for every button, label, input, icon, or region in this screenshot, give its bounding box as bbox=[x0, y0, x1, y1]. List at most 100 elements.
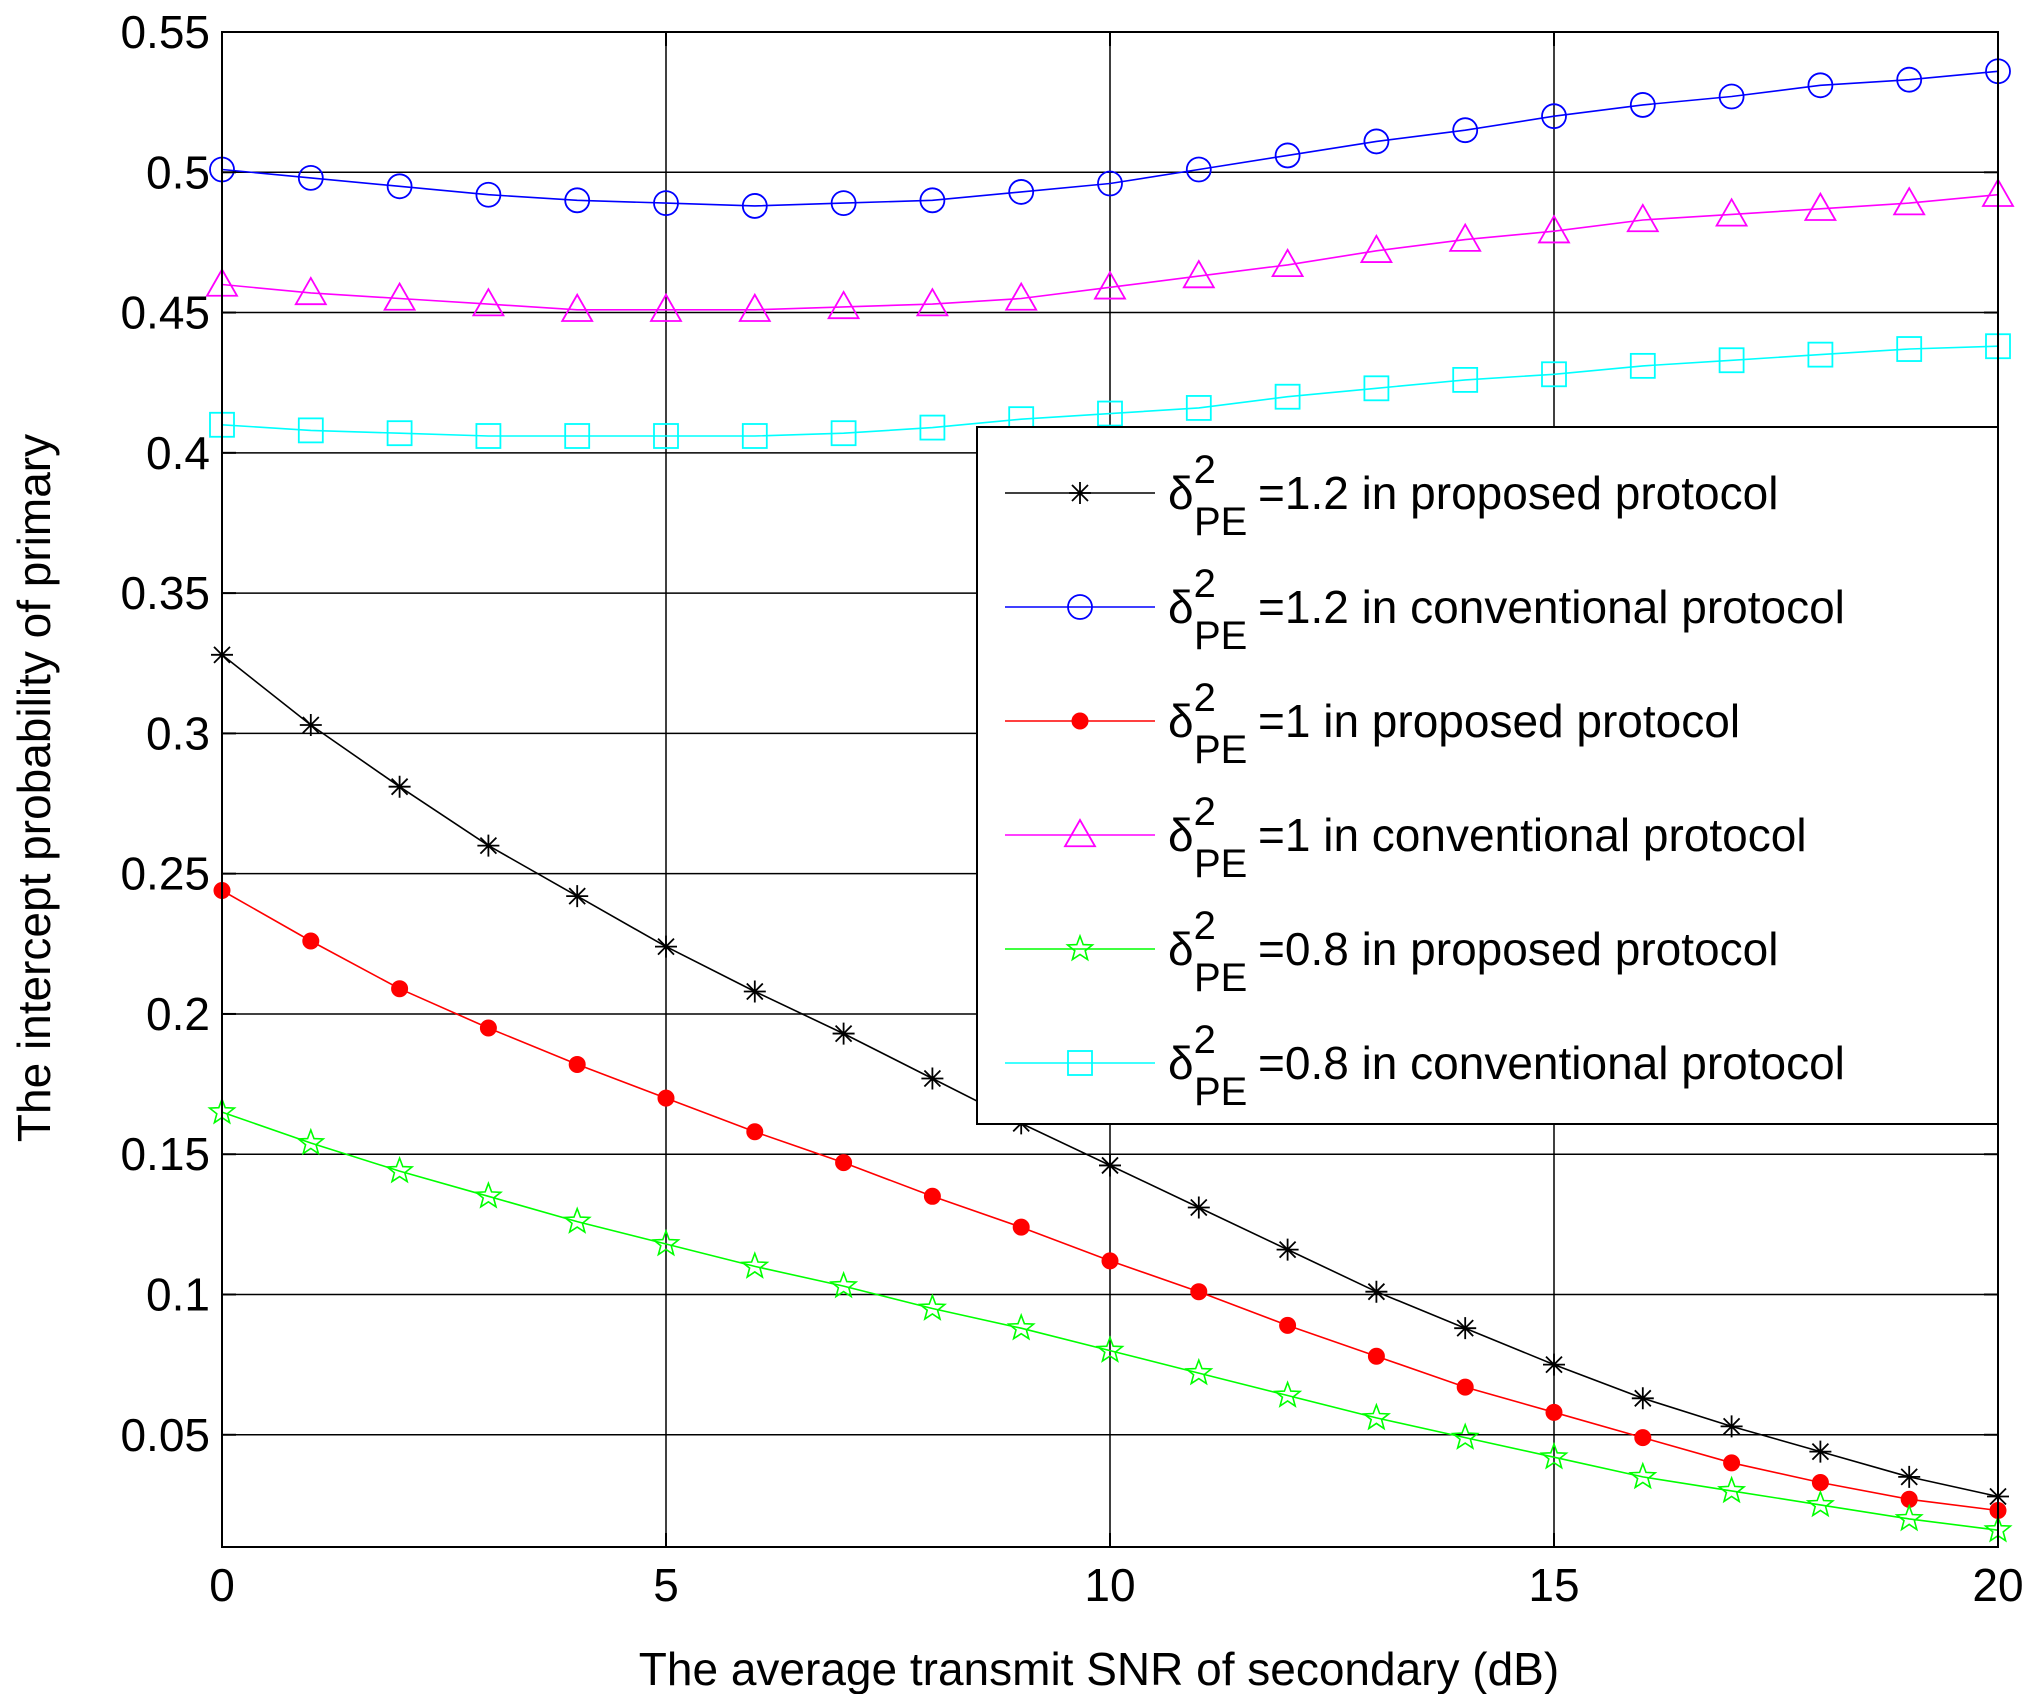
circle-marker bbox=[919, 187, 946, 214]
pentagram-marker bbox=[1065, 933, 1095, 962]
circle-marker bbox=[653, 190, 679, 217]
legend-item: δ2 PE=1.2 in conventional protocol bbox=[1005, 562, 1845, 658]
square-marker bbox=[1629, 352, 1656, 379]
legend-label: δ2 PE=0.8 in conventional protocol bbox=[1168, 1018, 1845, 1114]
circle-marker bbox=[1718, 83, 1745, 110]
y-tick-label: 0.45 bbox=[120, 287, 210, 339]
dot-marker bbox=[1634, 1429, 1652, 1447]
pentagram-marker bbox=[296, 1127, 326, 1156]
legend-sub: PE bbox=[1194, 842, 1247, 886]
star-marker bbox=[1365, 1280, 1388, 1303]
y-tick-label: 0.05 bbox=[120, 1409, 210, 1461]
star-marker bbox=[1809, 1440, 1832, 1463]
legend-symbol: δ bbox=[1168, 923, 1194, 975]
circle-marker bbox=[1274, 142, 1301, 169]
triangle-marker bbox=[1271, 248, 1305, 278]
legend-sup: 2 bbox=[1194, 562, 1216, 606]
star-marker bbox=[1099, 1154, 1121, 1177]
y-tick-label: 0.1 bbox=[146, 1269, 210, 1321]
triangle-marker bbox=[1803, 191, 1837, 221]
star-marker bbox=[1631, 1387, 1654, 1410]
circle-marker bbox=[1541, 103, 1567, 130]
pentagram-marker bbox=[917, 1293, 947, 1321]
legend-text: =1 in conventional protocol bbox=[1258, 809, 1807, 861]
series-5 bbox=[207, 1096, 2013, 1543]
star-marker bbox=[1069, 482, 1091, 504]
triangle-marker bbox=[1182, 259, 1216, 289]
square-marker bbox=[1185, 395, 1212, 421]
legend-label: δ2 PE=1.2 in conventional protocol bbox=[1168, 562, 1845, 658]
square-marker bbox=[653, 423, 679, 449]
circle-marker bbox=[1452, 117, 1479, 144]
x-tick-label: 0 bbox=[209, 1559, 235, 1611]
y-tick-label: 0.3 bbox=[146, 707, 210, 759]
dot-marker bbox=[746, 1123, 764, 1141]
circle-marker bbox=[1363, 128, 1390, 155]
dot-marker bbox=[1367, 1347, 1385, 1365]
legend-sup: 2 bbox=[1194, 904, 1216, 948]
legend-symbol: δ bbox=[1168, 467, 1194, 519]
legend-label: δ2 PE=1 in proposed protocol bbox=[1168, 676, 1740, 772]
circle-marker bbox=[564, 187, 591, 214]
dot-marker bbox=[657, 1089, 675, 1107]
square-marker bbox=[564, 423, 591, 449]
pentagram-marker bbox=[829, 1270, 859, 1299]
square-marker bbox=[1718, 347, 1745, 374]
triangle-marker bbox=[827, 290, 861, 320]
legend-text: =0.8 in proposed protocol bbox=[1258, 923, 1778, 975]
legend-text: =1 in proposed protocol bbox=[1258, 695, 1740, 747]
star-marker bbox=[299, 713, 322, 736]
legend-sub: PE bbox=[1194, 728, 1247, 772]
legend-label: δ2 PE=1.2 in proposed protocol bbox=[1168, 448, 1778, 544]
dot-marker bbox=[391, 980, 409, 998]
star-marker bbox=[1276, 1238, 1299, 1261]
legend-sup: 2 bbox=[1194, 1018, 1216, 1062]
triangle-marker bbox=[560, 292, 594, 322]
dot-marker bbox=[1545, 1403, 1563, 1421]
dot-marker bbox=[1279, 1316, 1297, 1334]
star-marker bbox=[921, 1067, 944, 1090]
legend-sub: PE bbox=[1194, 956, 1247, 1000]
legend-label: δ2 PE=0.8 in proposed protocol bbox=[1168, 904, 1778, 1000]
circle-marker bbox=[386, 173, 413, 200]
x-axis-label: The average transmit SNR of secondary (d… bbox=[639, 1643, 1559, 1694]
legend-sup: 2 bbox=[1194, 790, 1216, 834]
triangle-marker bbox=[294, 276, 328, 306]
circle-marker bbox=[741, 193, 768, 219]
triangle-marker bbox=[1063, 818, 1097, 848]
legend-sub: PE bbox=[1194, 500, 1247, 544]
square-marker bbox=[1452, 366, 1479, 393]
triangle-marker bbox=[471, 287, 505, 317]
y-tick-label: 0.15 bbox=[120, 1128, 210, 1180]
pentagram-marker bbox=[562, 1206, 592, 1234]
legend-sup: 2 bbox=[1194, 676, 1216, 720]
x-tick-label: 15 bbox=[1528, 1559, 1579, 1611]
dot-marker bbox=[479, 1019, 497, 1037]
square-marker bbox=[1363, 375, 1390, 402]
y-axis-label: The intercept probability of primary bbox=[8, 434, 60, 1142]
series-line bbox=[221, 1111, 1999, 1531]
circle-marker bbox=[1896, 66, 1923, 93]
legend-box bbox=[976, 426, 1999, 1125]
triangle-marker bbox=[1093, 270, 1127, 300]
x-tick-label: 20 bbox=[1972, 1559, 2023, 1611]
circle-marker bbox=[1067, 594, 1093, 620]
dot-marker bbox=[568, 1055, 586, 1073]
pentagram-marker bbox=[1805, 1489, 1835, 1518]
dot-marker bbox=[302, 932, 320, 950]
dot-marker bbox=[1101, 1252, 1119, 1270]
legend-symbol: δ bbox=[1168, 695, 1194, 747]
triangle-marker bbox=[1892, 186, 1926, 216]
series-line bbox=[221, 70, 1999, 207]
dot-marker bbox=[1723, 1454, 1741, 1472]
legend-sub: PE bbox=[1194, 614, 1247, 658]
y-tick-label: 0.4 bbox=[146, 427, 210, 479]
pentagram-marker bbox=[1361, 1402, 1391, 1431]
pentagram-marker bbox=[385, 1155, 415, 1184]
y-tick-label: 0.2 bbox=[146, 988, 210, 1040]
triangle-marker bbox=[649, 292, 683, 322]
circle-marker bbox=[297, 164, 324, 191]
dot-marker bbox=[1456, 1378, 1474, 1396]
star-marker bbox=[1543, 1353, 1565, 1376]
